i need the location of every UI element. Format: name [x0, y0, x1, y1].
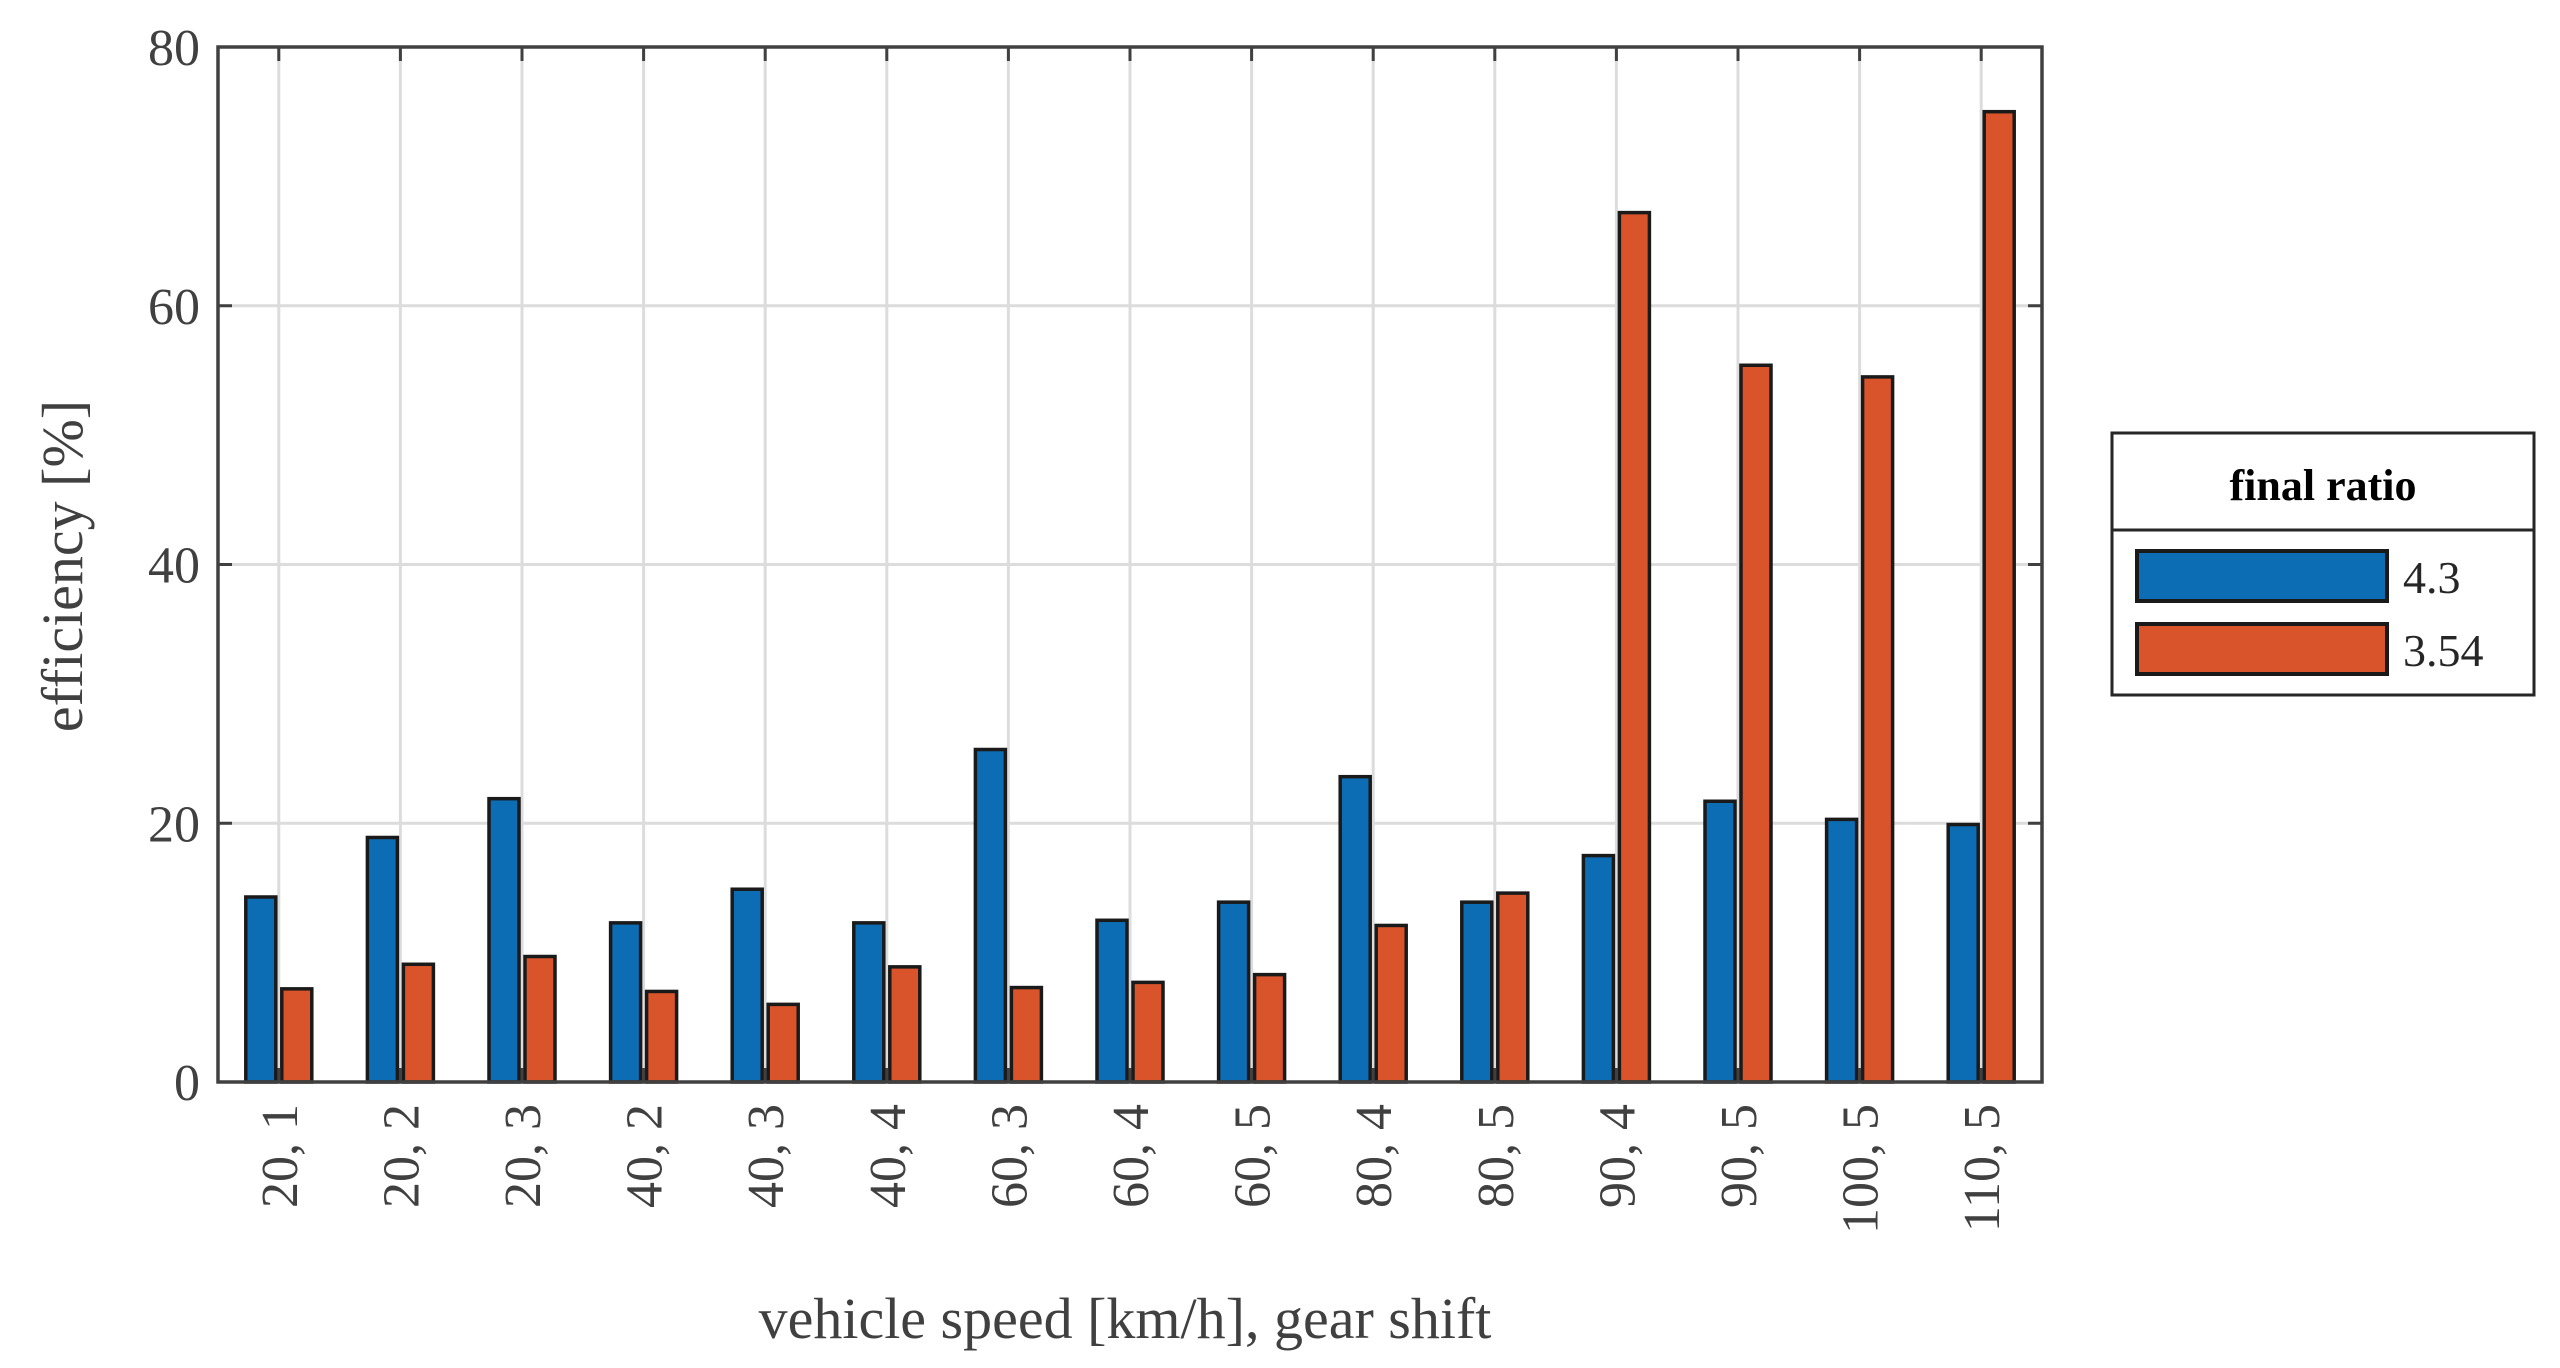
y-tick-labels: 0 20 40 60 80 [148, 20, 200, 1112]
bar-3-54-9 [1374, 923, 1408, 1084]
legend-swatch-4-3 [2135, 549, 2389, 603]
x-tick-label-10: 80, 5 [1468, 1104, 1525, 1208]
bar-3-54-4 [766, 1002, 800, 1084]
bar-3-54-14 [1982, 109, 2016, 1084]
bar-4-3-2 [487, 796, 521, 1084]
x-tick-label-1: 20, 2 [373, 1104, 430, 1208]
legend-label-4-3: 4.3 [2403, 552, 2461, 603]
bar-4-3-12 [1703, 799, 1737, 1084]
x-tick-label-8: 60, 5 [1225, 1104, 1282, 1208]
plot-frame [216, 45, 2044, 1084]
bar-4-3-11 [1581, 853, 1616, 1084]
x-tick-label-14: 110, 5 [1954, 1104, 2011, 1232]
x-axis-label: vehicle speed [km/h], gear shift [759, 1286, 1492, 1351]
x-tick-label-0: 20, 1 [252, 1104, 309, 1208]
y-tick-label-40: 40 [148, 538, 200, 595]
x-tick-label-3: 40, 2 [617, 1104, 674, 1208]
bar-3-54-13 [1860, 375, 1895, 1084]
legend-swatch-3-54 [2135, 622, 2389, 676]
bar-3-54-1 [401, 962, 436, 1084]
y-axis-label: efficiency [%] [30, 400, 95, 732]
y-tick-label-0: 0 [174, 1055, 200, 1112]
bar-3-54-2 [523, 954, 557, 1084]
axes [216, 45, 2044, 1084]
x-tick-label-7: 60, 4 [1103, 1104, 1160, 1208]
bar-4-3-8 [1216, 900, 1251, 1084]
x-tick-label-5: 40, 4 [860, 1104, 917, 1208]
x-tick-labels: 20, 1 20, 2 20, 3 40, 2 40, 3 40, 4 60, 3 60, 4… [252, 1104, 2011, 1234]
bar-3-54-7 [1131, 980, 1165, 1084]
bar-4-3-3 [608, 921, 643, 1084]
y-tick-label-60: 60 [148, 279, 200, 336]
bar-3-54-11 [1617, 210, 1652, 1084]
y-tick-label-80: 80 [148, 20, 200, 77]
legend-label-3-54: 3.54 [2403, 625, 2484, 676]
bar-3-54-5 [888, 965, 922, 1084]
bar-4-3-5 [852, 921, 886, 1084]
bar-3-54-3 [644, 989, 679, 1084]
bar-4-3-0 [244, 895, 278, 1084]
bar-4-3-4 [730, 887, 764, 1084]
x-tick-label-13: 100, 5 [1833, 1104, 1890, 1234]
x-tick-label-12: 90, 5 [1711, 1104, 1768, 1208]
bar-3-54-10 [1496, 891, 1530, 1084]
bar-4-3-7 [1095, 918, 1129, 1084]
x-tick-label-2: 20, 3 [495, 1104, 552, 1208]
legend: final ratio 4.3 3.54 [2110, 431, 2536, 697]
x-tick-label-11: 90, 4 [1589, 1104, 1646, 1208]
bar-3-54-0 [280, 987, 314, 1084]
x-tick-label-4: 40, 3 [738, 1104, 795, 1208]
bar-4-3-10 [1460, 900, 1494, 1084]
bar-4-3-13 [1824, 817, 1859, 1084]
bar-4-3-9 [1338, 774, 1372, 1084]
bar-3-54-12 [1739, 363, 1773, 1084]
grid-lines [218, 47, 2042, 1082]
bar-4-3-14 [1946, 822, 1980, 1084]
bar-4-3-6 [973, 747, 1008, 1084]
y-tick-label-20: 20 [148, 796, 200, 853]
legend-title: final ratio [2230, 461, 2417, 510]
bar-3-54-6 [1009, 985, 1044, 1084]
bar-4-3-1 [365, 835, 400, 1084]
bar-3-54-8 [1252, 972, 1287, 1084]
x-tick-label-6: 60, 3 [981, 1104, 1038, 1208]
x-tick-label-9: 80, 4 [1346, 1104, 1403, 1208]
